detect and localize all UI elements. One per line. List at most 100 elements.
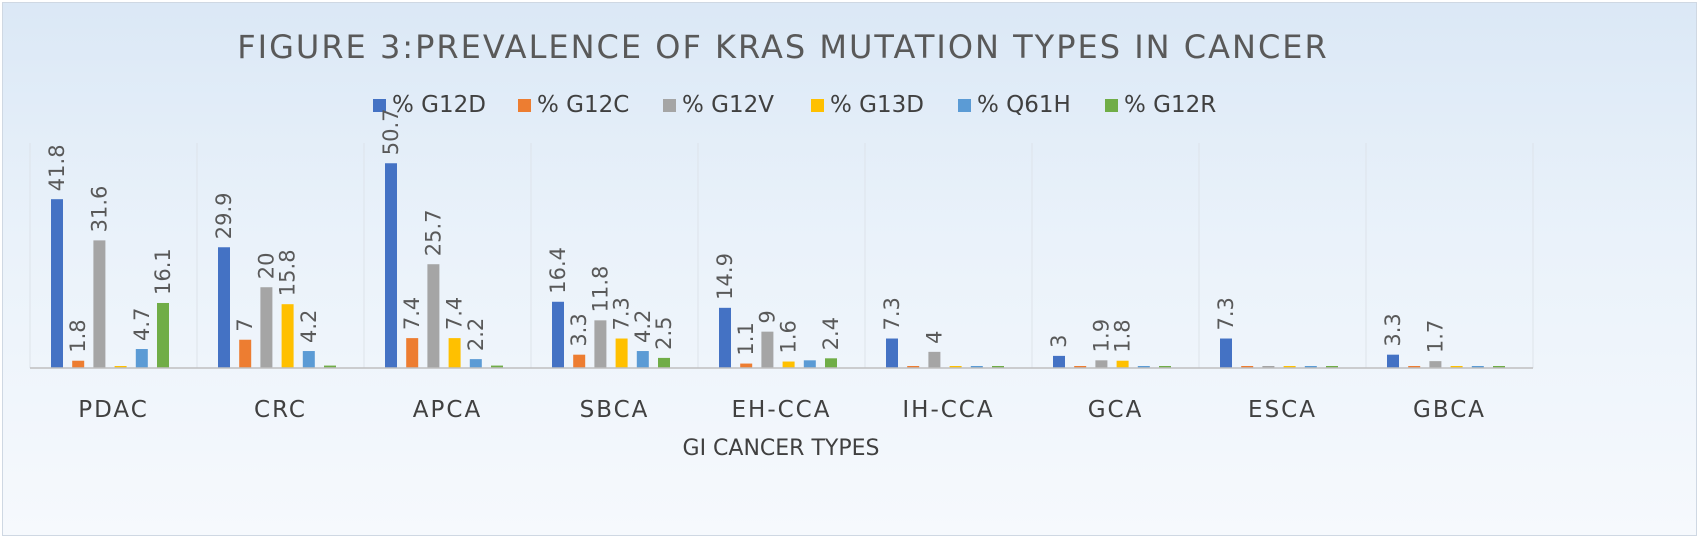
- data-label: 4.7: [130, 308, 154, 341]
- data-label: 3.3: [567, 313, 591, 346]
- bar-g12v-pdac: [93, 240, 106, 368]
- category-label: EH-CCA: [732, 397, 832, 423]
- category-label: IH-CCA: [902, 397, 994, 423]
- data-label: 14.9: [713, 253, 737, 300]
- data-label: 20: [254, 252, 278, 279]
- bar-g12c-gbca: [1408, 366, 1421, 368]
- legend-label: % G13D: [830, 92, 924, 118]
- data-label: 25.7: [421, 209, 445, 256]
- legend-label: % G12R: [1124, 92, 1216, 118]
- legend-label: % Q61H: [977, 92, 1071, 118]
- bar-g12r-apca: [491, 365, 503, 368]
- data-label: 7.3: [880, 297, 904, 330]
- category-labels: PDAC CRC APCA SBCA EH-CCA IH-CCA GCA ESCA GBCA: [78, 397, 1486, 423]
- legend-label: % G12V: [682, 92, 774, 118]
- bar-g12c-eh-cca: [740, 363, 753, 368]
- bar-q61h-esca: [1304, 366, 1317, 368]
- bar-g12d-crc: [218, 247, 230, 368]
- bar-q61h-apca: [469, 359, 482, 368]
- data-label: 11.8: [588, 266, 612, 313]
- bar-q61h-pdac: [135, 349, 148, 368]
- bar-g12r-pdac: [157, 302, 169, 368]
- data-label: 1.8: [66, 319, 90, 352]
- bar-g12v-ih-cca: [928, 351, 941, 368]
- bar-g12d-gca: [1053, 355, 1065, 368]
- data-label: 7.4: [400, 297, 424, 330]
- bar-g12d-apca: [385, 163, 397, 368]
- bars: [51, 163, 1505, 368]
- bar-g12c-crc: [239, 339, 252, 368]
- legend: % G12D % G12C % G12V % G13D % Q61H % G12R: [373, 92, 1216, 118]
- bar-g12r-crc: [324, 365, 336, 368]
- legend-swatch: [518, 99, 531, 112]
- data-label: 2.4: [819, 317, 843, 350]
- bar-g12c-esca: [1241, 366, 1254, 368]
- data-label: 1.8: [1111, 319, 1135, 352]
- value-labels: 41.81.831.64.716.129.972015.84.250.77.42…: [45, 108, 1447, 355]
- legend-item-4: % Q61H: [958, 92, 1071, 118]
- data-label: 31.6: [87, 186, 111, 233]
- data-label: 16.4: [546, 247, 570, 294]
- data-label: 7.3: [1214, 297, 1238, 330]
- bar-g12c-pdac: [72, 360, 85, 368]
- category-label: APCA: [413, 397, 482, 423]
- data-label: 29.9: [212, 192, 236, 239]
- bar-g12r-gbca: [1493, 366, 1505, 368]
- bar-q61h-crc: [302, 351, 315, 368]
- bar-q61h-eh-cca: [803, 360, 816, 368]
- category-label: GCA: [1088, 397, 1144, 423]
- category-label: PDAC: [78, 397, 149, 423]
- bar-g13d-pdac: [114, 366, 127, 368]
- bar-g12v-eh-cca: [761, 331, 774, 368]
- data-label: 2.5: [652, 316, 676, 349]
- legend-item-1: % G12C: [518, 92, 629, 118]
- category-separators: [29, 143, 1534, 368]
- bar-g12c-apca: [406, 338, 419, 368]
- bar-g13d-apca: [448, 338, 461, 368]
- bar-g12v-esca: [1262, 366, 1275, 368]
- data-label: 41.8: [45, 144, 69, 191]
- data-label: 1.7: [1423, 320, 1447, 353]
- bar-g12v-apca: [427, 264, 440, 368]
- data-label: 4: [922, 330, 946, 343]
- bar-g12r-ih-cca: [992, 366, 1004, 368]
- data-label: 16.1: [151, 248, 175, 295]
- category-label: SBCA: [580, 397, 650, 423]
- data-label: 4.2: [297, 310, 321, 343]
- legend-swatch: [373, 99, 386, 112]
- bar-g12d-gbca: [1387, 354, 1399, 368]
- data-label: 50.7: [379, 108, 403, 155]
- bar-g13d-sbca: [615, 338, 628, 368]
- bar-g12d-ih-cca: [886, 338, 898, 368]
- bar-g13d-ih-cca: [949, 366, 962, 368]
- data-label: 9: [755, 310, 779, 323]
- data-label: 15.8: [276, 249, 300, 296]
- bar-g12r-eh-cca: [825, 358, 837, 368]
- chart-title: FIGURE 3:PREVALENCE OF KRAS MUTATION TYP…: [237, 28, 1328, 66]
- bar-g12v-gca: [1095, 360, 1108, 368]
- data-label: 1.1: [734, 322, 758, 355]
- legend-item-5: % G12R: [1105, 92, 1216, 118]
- bar-g13d-gca: [1116, 360, 1129, 368]
- bar-g12d-esca: [1220, 338, 1232, 368]
- bar-g13d-crc: [281, 304, 294, 368]
- category-label: CRC: [254, 397, 307, 423]
- legend-item-2: % G12V: [663, 92, 774, 118]
- legend-item-0: % G12D: [373, 92, 486, 118]
- bar-q61h-gca: [1137, 366, 1150, 368]
- bar-g13d-eh-cca: [782, 361, 795, 368]
- category-label: GBCA: [1413, 397, 1486, 423]
- bar-g12r-gca: [1159, 366, 1171, 368]
- bar-q61h-gbca: [1471, 366, 1484, 368]
- data-label: 7: [233, 318, 257, 331]
- bar-g12r-esca: [1326, 366, 1338, 368]
- legend-swatch: [1105, 99, 1118, 112]
- bar-q61h-sbca: [636, 351, 649, 368]
- legend-swatch: [663, 99, 676, 112]
- bar-g12d-pdac: [51, 199, 63, 368]
- bar-g13d-gbca: [1450, 366, 1463, 368]
- data-label: 7.3: [610, 297, 634, 330]
- bar-g13d-esca: [1283, 366, 1296, 368]
- data-label: 1.9: [1089, 319, 1113, 352]
